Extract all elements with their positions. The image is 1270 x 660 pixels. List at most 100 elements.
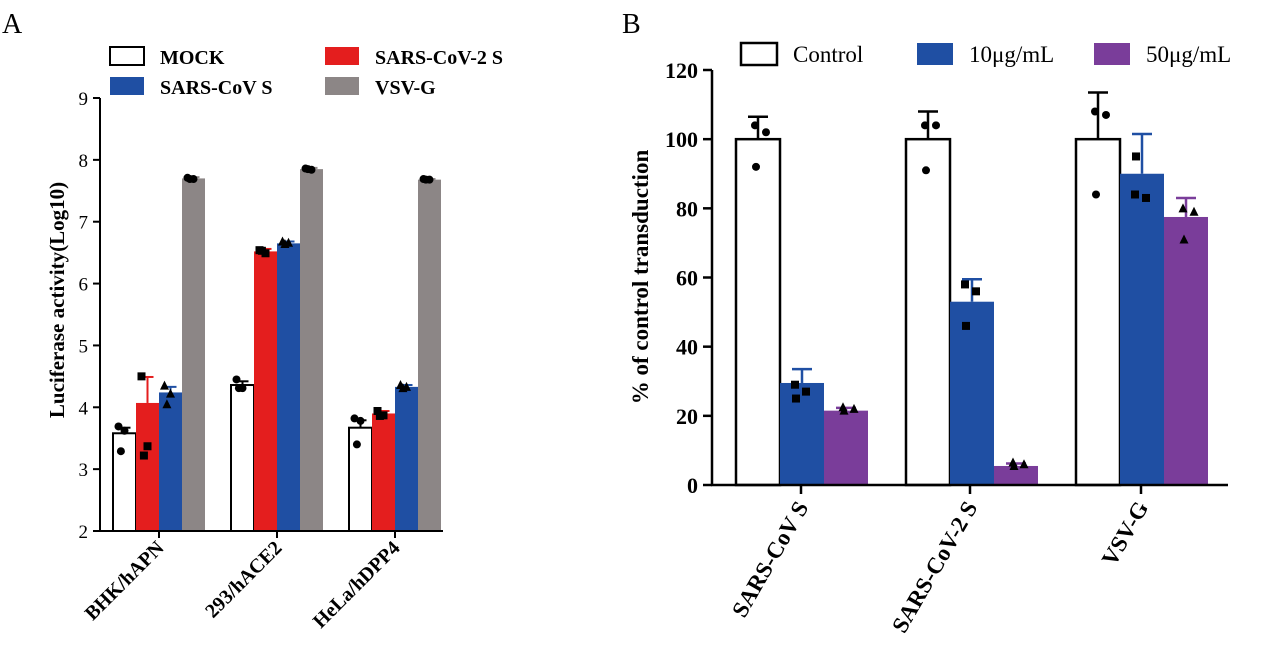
panel-a-legend: MOCK SARS-CoV-2 S SARS-CoV S VSV-G [109,46,503,99]
data-point [356,416,365,425]
data-point [162,399,172,409]
data-point [921,121,929,130]
bar-10-g-ml-1 [950,301,994,485]
y-tick-label: 20 [676,404,698,429]
data-point [280,238,290,248]
data-point [352,440,361,449]
panel-b-label: B [622,9,641,40]
data-point [373,406,382,415]
data-point [139,451,148,460]
x-tick-label: HeLa/hDPP4 [309,537,405,633]
data-point [160,380,169,390]
data-point [762,128,770,137]
bar-sars-cov-s-2 [395,386,418,531]
y-tick-label: 40 [676,335,698,360]
data-point [1142,193,1150,202]
bar-50-g-ml-0 [824,410,868,485]
data-point [120,426,129,435]
data-point [1092,190,1100,199]
data-point [802,387,810,396]
legend-swatch [110,77,144,95]
legend-label: MOCK [160,47,225,69]
panel-b-y-axis-label: % of control transduction [628,150,653,405]
legend-swatch [739,41,779,67]
legend-label: SARS-CoV S [160,77,272,99]
bar-vsv-g-1 [300,169,323,531]
x-tick-label: 293/hACE2 [201,537,286,622]
data-point [143,442,152,451]
data-point [849,403,859,413]
data-point [791,380,799,389]
bar-sars-cov-2-s-1 [254,251,277,532]
bar-sars-cov-2-s-0 [136,402,159,531]
data-point [114,422,123,431]
y-tick-label: 3 [79,460,89,481]
data-point [1009,460,1019,470]
x-tick-label: BHK/hAPN [81,537,169,625]
data-point [1132,152,1140,161]
data-point [234,384,243,393]
bar-vsv-g-2 [418,179,441,531]
data-point [1189,206,1199,216]
bar-vsv-g-0 [182,178,205,531]
data-point [232,375,241,384]
legend-swatch [1094,43,1130,65]
data-point [961,280,969,289]
data-point [185,175,194,184]
legend-swatch [325,47,359,65]
y-tick-label: 9 [79,89,89,110]
y-tick-label: 60 [676,266,698,291]
data-point [303,165,312,174]
data-point [792,394,800,403]
data-point [375,411,384,420]
data-point [972,287,980,296]
legend-swatch [917,43,953,65]
legend-label: 10μg/mL [969,42,1054,67]
data-point [166,388,175,398]
bar-sars-cov-s-0 [159,392,182,531]
data-point [1091,107,1099,116]
data-point [751,121,759,130]
y-tick-label: 120 [665,58,698,83]
x-tick-label: VSV-G [1097,497,1154,570]
data-point [398,383,408,393]
data-point [1179,234,1189,244]
panel-b: B Control 10μg/mL 50μg/mL 0 20 40 60 80 100 120 S… [622,9,1231,637]
y-tick-label: 100 [665,127,698,152]
bar-50-g-ml-1 [994,465,1038,485]
data-point [922,166,930,175]
legend-swatch [325,77,359,95]
y-tick-label: 2 [79,522,89,543]
data-point [1019,459,1029,469]
x-tick-label: SARS-CoV S [727,497,813,621]
bar-control-0 [734,137,782,487]
panel-b-legend: Control 10μg/mL 50μg/mL [739,41,1231,67]
x-tick-label: SARS-CoV-2 S [887,497,982,637]
y-tick-label: 0 [687,473,698,498]
data-point [116,447,125,456]
bar-sars-cov-2-s-2 [372,413,395,531]
y-tick-label: 4 [79,398,89,419]
data-point [752,162,760,171]
legend-label: Control [793,42,863,67]
data-point [932,121,940,130]
legend-label: SARS-CoV-2 S [375,47,503,69]
data-point [839,405,849,415]
bar-10-g-ml-0 [780,382,824,485]
legend-label: VSV-G [375,77,436,99]
panel-a: A MOCK SARS-CoV-2 S SARS-CoV S VSV-G 2 3 4 5 6 7… [2,9,503,633]
data-point [1131,190,1139,199]
data-point [1102,110,1110,119]
panel-a-y-axis-label: Luciferase activity(Log10) [45,182,69,418]
y-tick-label: 7 [79,213,89,234]
data-point [1178,203,1188,213]
panel-a-label: A [2,9,23,40]
data-point [350,414,359,423]
bar-50-g-ml-2 [1164,216,1208,485]
data-point [421,175,430,184]
legend-label: 50μg/mL [1146,42,1231,67]
data-point [257,246,266,255]
bar-mock-1 [230,384,255,533]
panel-a-plot [112,164,441,533]
